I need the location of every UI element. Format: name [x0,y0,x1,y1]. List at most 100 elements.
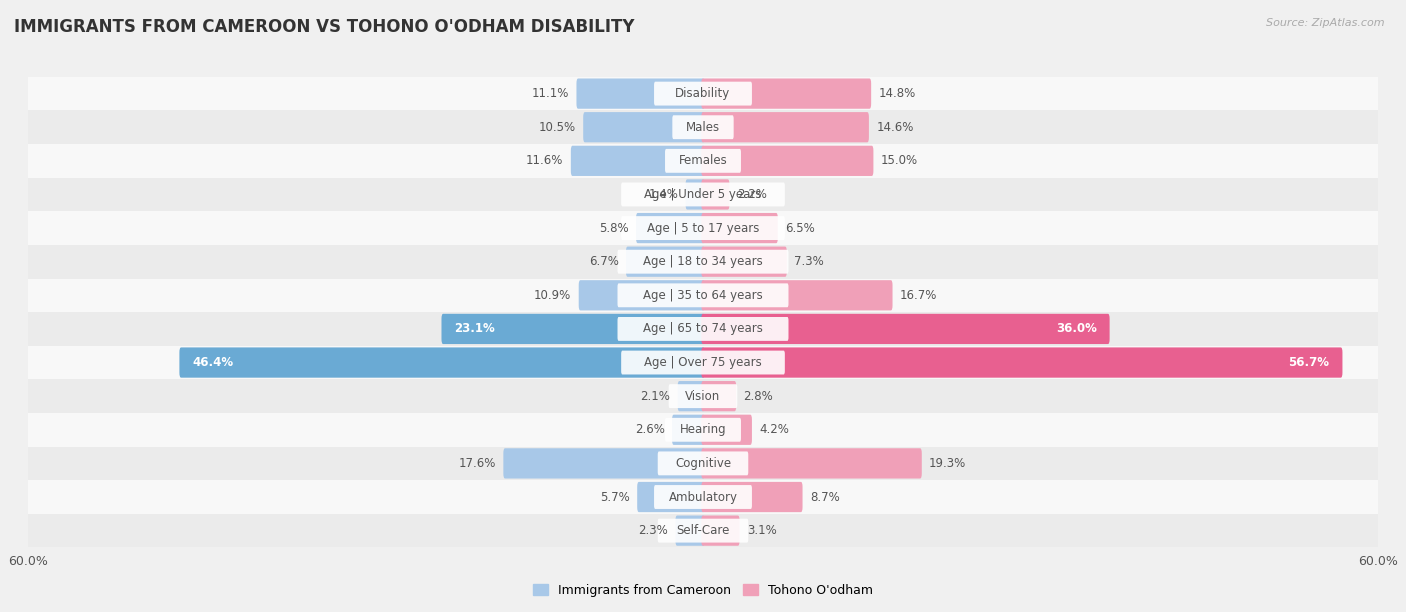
Text: 15.0%: 15.0% [880,154,918,167]
Bar [28,379,1378,413]
Bar [28,413,1378,447]
Text: Age | 18 to 34 years: Age | 18 to 34 years [643,255,763,268]
FancyBboxPatch shape [686,179,704,209]
FancyBboxPatch shape [702,112,869,143]
Bar [28,177,1378,211]
FancyBboxPatch shape [654,485,752,509]
Text: 56.7%: 56.7% [1288,356,1330,369]
Text: Males: Males [686,121,720,134]
FancyBboxPatch shape [702,415,752,445]
Text: 3.1%: 3.1% [747,524,776,537]
Text: 5.7%: 5.7% [600,490,630,504]
Text: 2.1%: 2.1% [641,390,671,403]
FancyBboxPatch shape [702,146,873,176]
Text: 6.7%: 6.7% [589,255,619,268]
Text: 8.7%: 8.7% [810,490,839,504]
Text: Age | 65 to 74 years: Age | 65 to 74 years [643,323,763,335]
FancyBboxPatch shape [702,213,778,243]
FancyBboxPatch shape [621,216,785,240]
Text: 36.0%: 36.0% [1056,323,1097,335]
Text: Age | Over 75 years: Age | Over 75 years [644,356,762,369]
FancyBboxPatch shape [621,182,785,206]
FancyBboxPatch shape [503,448,704,479]
Bar [28,278,1378,312]
FancyBboxPatch shape [654,81,752,105]
Text: Age | 5 to 17 years: Age | 5 to 17 years [647,222,759,234]
Text: 11.1%: 11.1% [531,87,569,100]
Text: Cognitive: Cognitive [675,457,731,470]
FancyBboxPatch shape [675,515,704,546]
Bar [28,480,1378,514]
Bar [28,76,1378,110]
FancyBboxPatch shape [617,283,789,307]
Text: 5.8%: 5.8% [599,222,628,234]
FancyBboxPatch shape [576,78,704,109]
FancyBboxPatch shape [441,314,704,344]
Legend: Immigrants from Cameroon, Tohono O'odham: Immigrants from Cameroon, Tohono O'odham [527,579,879,602]
Text: 10.5%: 10.5% [538,121,576,134]
Text: 4.2%: 4.2% [759,424,789,436]
Text: Age | Under 5 years: Age | Under 5 years [644,188,762,201]
FancyBboxPatch shape [617,250,789,274]
FancyBboxPatch shape [180,348,704,378]
Bar [28,110,1378,144]
Text: 14.6%: 14.6% [876,121,914,134]
Text: Ambulatory: Ambulatory [668,490,738,504]
Text: Hearing: Hearing [679,424,727,436]
FancyBboxPatch shape [669,384,737,408]
Bar [28,144,1378,177]
FancyBboxPatch shape [702,348,1343,378]
Text: Vision: Vision [685,390,721,403]
FancyBboxPatch shape [571,146,704,176]
Bar [28,211,1378,245]
Text: 1.4%: 1.4% [648,188,678,201]
FancyBboxPatch shape [678,381,704,411]
Bar [28,245,1378,278]
FancyBboxPatch shape [665,149,741,173]
FancyBboxPatch shape [702,179,730,209]
Text: 16.7%: 16.7% [900,289,938,302]
FancyBboxPatch shape [702,314,1109,344]
Text: Source: ZipAtlas.com: Source: ZipAtlas.com [1267,18,1385,28]
FancyBboxPatch shape [702,482,803,512]
Text: Disability: Disability [675,87,731,100]
FancyBboxPatch shape [621,351,785,375]
Text: 2.2%: 2.2% [737,188,766,201]
FancyBboxPatch shape [665,418,741,442]
FancyBboxPatch shape [702,381,737,411]
Bar [28,447,1378,480]
FancyBboxPatch shape [658,452,748,476]
Text: 2.8%: 2.8% [744,390,773,403]
Text: 6.5%: 6.5% [785,222,815,234]
Text: IMMIGRANTS FROM CAMEROON VS TOHONO O'ODHAM DISABILITY: IMMIGRANTS FROM CAMEROON VS TOHONO O'ODH… [14,18,634,36]
FancyBboxPatch shape [702,78,872,109]
FancyBboxPatch shape [626,247,704,277]
Text: 2.6%: 2.6% [636,424,665,436]
FancyBboxPatch shape [702,515,740,546]
Text: Self-Care: Self-Care [676,524,730,537]
FancyBboxPatch shape [702,448,922,479]
FancyBboxPatch shape [636,213,704,243]
Text: 46.4%: 46.4% [193,356,233,369]
Bar [28,346,1378,379]
Text: Females: Females [679,154,727,167]
Text: 10.9%: 10.9% [534,289,571,302]
Text: 23.1%: 23.1% [454,323,495,335]
FancyBboxPatch shape [637,482,704,512]
FancyBboxPatch shape [672,415,704,445]
Text: 11.6%: 11.6% [526,154,564,167]
FancyBboxPatch shape [583,112,704,143]
FancyBboxPatch shape [672,115,734,139]
FancyBboxPatch shape [702,247,787,277]
FancyBboxPatch shape [617,317,789,341]
Text: 7.3%: 7.3% [794,255,824,268]
Text: 17.6%: 17.6% [458,457,496,470]
Text: 19.3%: 19.3% [929,457,966,470]
Text: 14.8%: 14.8% [879,87,915,100]
Text: 2.3%: 2.3% [638,524,668,537]
Bar [28,312,1378,346]
FancyBboxPatch shape [658,519,748,543]
FancyBboxPatch shape [579,280,704,310]
FancyBboxPatch shape [702,280,893,310]
Text: Age | 35 to 64 years: Age | 35 to 64 years [643,289,763,302]
